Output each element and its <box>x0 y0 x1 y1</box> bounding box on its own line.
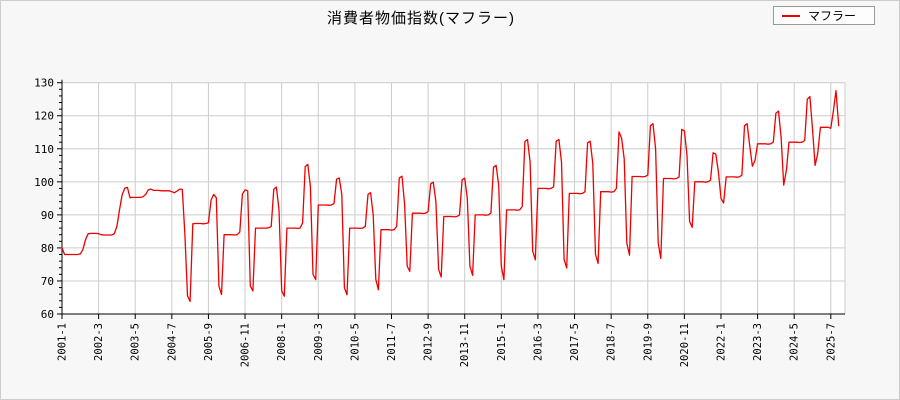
x-tick-label: 2010-5 <box>349 323 361 361</box>
x-tick-label: 2003-5 <box>130 323 142 361</box>
y-tick-label: 130 <box>34 77 54 90</box>
x-tick-label: 2015-1 <box>496 323 508 361</box>
legend-label: マフラー <box>808 9 857 23</box>
x-tick-label: 2004-7 <box>166 323 178 361</box>
y-tick-label: 120 <box>34 110 54 123</box>
x-tick-label: 2002-3 <box>93 323 105 361</box>
x-tick-label: 2012-9 <box>423 323 435 361</box>
x-tick-label: 2018-7 <box>606 323 618 361</box>
y-tick-label: 100 <box>34 176 54 189</box>
x-tick-label: 2020-11 <box>679 323 691 367</box>
legend-box: マフラー <box>773 6 875 25</box>
x-tick-label: 2008-1 <box>276 323 288 361</box>
x-tick-label: 2025-7 <box>825 323 837 361</box>
y-tick-label: 80 <box>41 242 54 255</box>
y-tick-label: 90 <box>41 209 54 222</box>
x-tick-label: 2011-7 <box>386 323 398 361</box>
chart-title: 消費者物価指数(マフラー) <box>327 10 515 27</box>
y-tick-label: 60 <box>41 308 54 321</box>
x-tick-label: 2016-3 <box>532 323 544 361</box>
x-tick-label: 2013-11 <box>459 323 471 367</box>
x-tick-label: 2017-5 <box>569 323 581 361</box>
x-tick-label: 2005-9 <box>203 323 215 361</box>
x-tick-label: 2019-9 <box>642 323 654 361</box>
plot-background <box>62 82 845 314</box>
x-tick-label: 2023-3 <box>752 323 764 361</box>
x-tick-label: 2001-1 <box>57 323 69 361</box>
legend-line-swatch <box>782 14 800 17</box>
y-tick-label: 110 <box>34 143 54 156</box>
x-tick-label: 2006-11 <box>240 323 252 367</box>
x-tick-label: 2022-1 <box>715 323 727 361</box>
x-tick-label: 2009-3 <box>313 323 325 361</box>
y-tick-label: 70 <box>41 275 54 288</box>
cpi-line-series <box>61 89 840 303</box>
x-tick-label: 2024-5 <box>789 323 801 361</box>
